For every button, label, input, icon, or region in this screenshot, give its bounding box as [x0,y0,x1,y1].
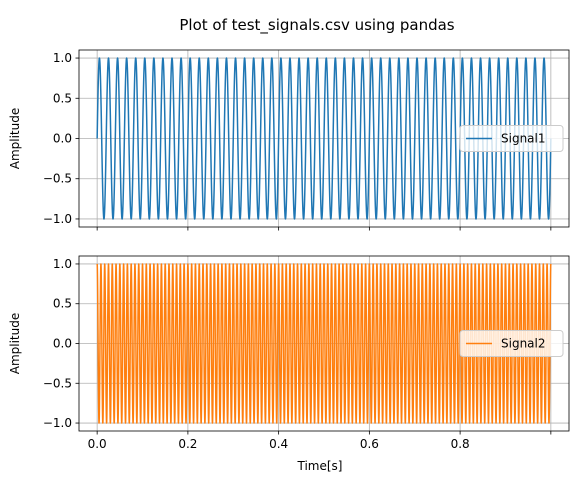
legend: Signal1 [459,125,564,152]
y-tick-label: −1.0 [43,212,72,226]
legend-box [459,125,564,152]
subplot-signal1: 1.0 0.5 0.0 −0.5 −1.0 Amplitude Signal1 [8,49,570,231]
y-tick-label: 1.0 [53,257,72,271]
y-tick-label: −0.5 [43,172,72,186]
x-tick-label: 0.4 [269,437,288,451]
y-tick-label: 0.5 [53,91,72,105]
y-tick-label: 0.0 [53,132,72,146]
series-line-signal2 [96,263,552,424]
x-tick-label: 0.0 [88,437,107,451]
legend-label: Signal2 [501,337,546,351]
series-line-signal1 [96,57,552,220]
x-tick-label: 0.8 [451,437,470,451]
y-axis-label: Amplitude [8,313,22,375]
y-axis-label: Amplitude [8,108,22,170]
legend: Signal2 [459,330,564,357]
legend-label: Signal1 [501,132,546,146]
figure-title: Plot of test_signals.csv using pandas [179,16,454,35]
legend-box [459,330,564,357]
y-tick-label: −0.5 [43,376,72,390]
y-tick-label: −1.0 [43,416,72,430]
x-tick-label: 0.2 [178,437,197,451]
y-tick-label: 1.0 [53,51,72,65]
x-tick-label: 0.6 [360,437,379,451]
y-tick-label: 0.0 [53,337,72,351]
y-tick-label: 0.5 [53,297,72,311]
subplot-signal2: 0.0 0.2 0.4 0.6 0.8 1.0 0.5 0.0 −0.5 −1.0 Amplitud… [8,255,570,451]
x-axis-label: Time[s] [297,459,343,473]
